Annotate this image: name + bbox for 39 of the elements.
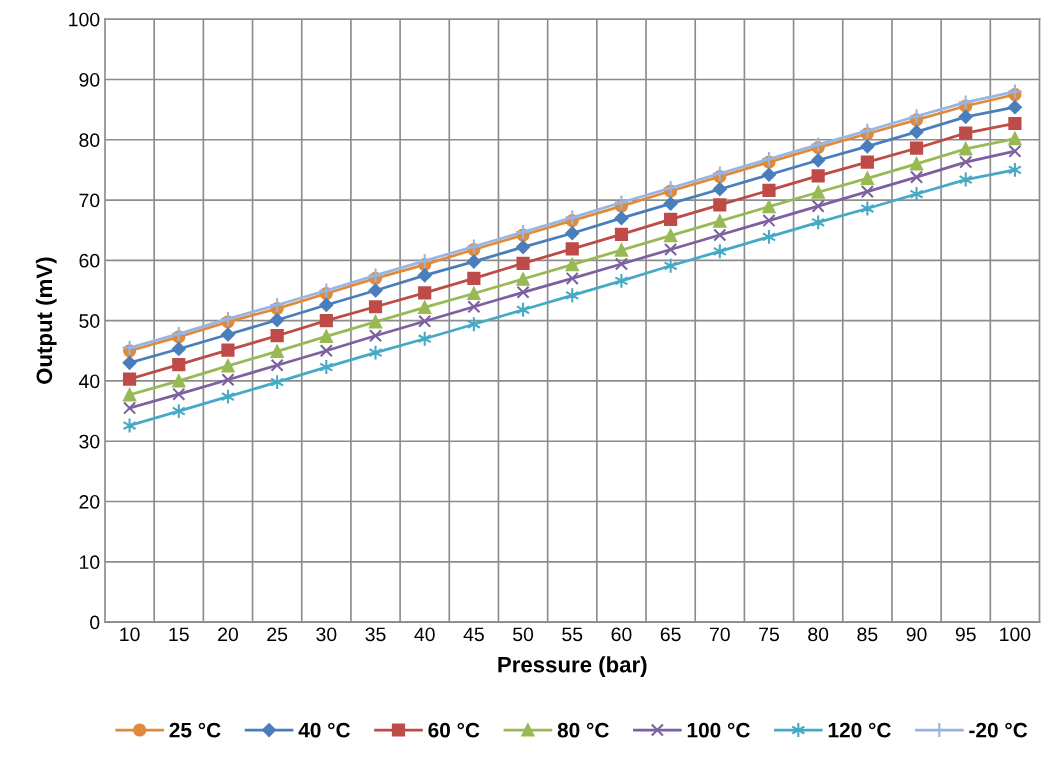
x-tick-label: 90 [906,627,927,642]
x-tick-label: 25 [267,627,288,642]
x-tick-label: 20 [218,627,239,642]
y-tick-label: 20 [79,494,100,509]
legend-label: 120 °C [828,722,891,738]
y-tick-label: 10 [80,555,100,570]
legend-label: 80 °C [557,722,609,738]
x-tick-label: 80 [808,627,829,642]
legend-label: 100 °C [687,722,750,738]
x-tick-label: 75 [759,627,779,642]
y-tick-label: 50 [79,314,100,328]
x-tick-label: 10 [120,627,140,642]
x-tick-label: 85 [857,627,878,642]
x-tick-label: 55 [562,627,583,642]
x-tick-label: 45 [463,627,484,642]
x-tick-label: 95 [955,627,976,642]
y-tick-label: 30 [79,434,100,449]
x-tick-label: 50 [513,627,534,642]
x-tick-label: 15 [169,627,189,642]
y-tick-label: 40 [78,374,100,389]
x-tick-label: 30 [316,627,337,642]
legend-label: -20 °C [969,722,1028,738]
x-tick-label: 100 [1000,627,1031,642]
x-axis-title: Pressure (bar) [498,656,647,677]
y-tick-label: 90 [79,72,100,87]
x-tick-label: 40 [414,627,435,642]
y-tick-label: 100 [69,12,100,27]
x-tick-label: 65 [660,627,681,642]
x-tick-label: 35 [365,627,386,642]
legend-label: 40 °C [298,722,350,738]
y-tick-label: 70 [79,193,100,208]
legend-label: 60 °C [428,722,480,738]
y-tick-label: 0 [90,615,100,630]
legend-label: 25 °C [169,722,221,738]
x-tick-label: 70 [709,627,730,642]
y-axis-title: Output (mV) [35,257,57,384]
x-tick-label: 60 [611,627,632,642]
y-tick-label: 80 [79,133,100,148]
y-tick-label: 60 [79,253,100,268]
